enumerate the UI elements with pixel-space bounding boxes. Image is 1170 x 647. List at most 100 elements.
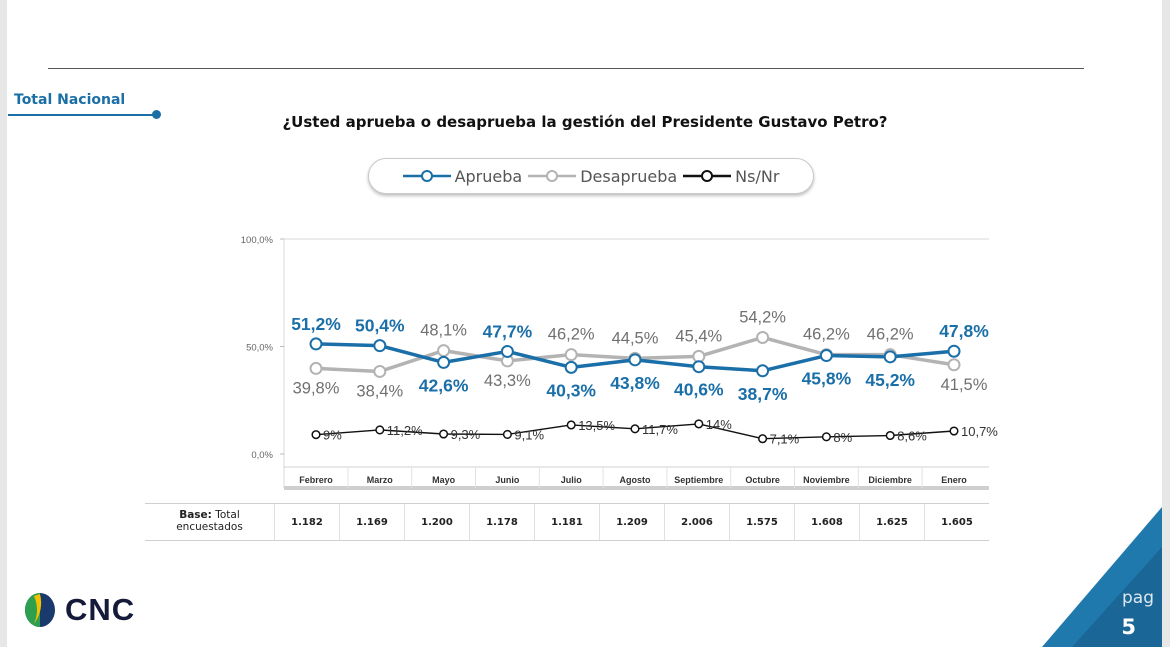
section-label: Total Nacional: [14, 92, 126, 108]
data-label-desaprueba: 45,4%: [675, 327, 722, 345]
x-tick-label: Marzo: [367, 475, 394, 485]
data-point-desaprueba: [564, 348, 578, 362]
x-tick-label: Mayo: [432, 475, 456, 485]
section-underline: [8, 114, 156, 116]
y-tick-label: 0,0%: [251, 450, 273, 461]
x-tick-label: Septiembre: [674, 475, 723, 485]
chart-legend: Aprueba Desaprueba Ns/Nr: [368, 158, 814, 194]
data-point-nsnr: [949, 426, 959, 436]
data-point-desaprueba: [947, 358, 961, 372]
data-label-aprueba: 45,2%: [865, 370, 915, 390]
data-label-nsnr: 13,5%: [578, 418, 615, 433]
data-label-aprueba: 50,4%: [355, 316, 405, 336]
x-axis-band: [284, 486, 989, 490]
line-chart: 100,0% 50,0% 0,0% Febrero Marzo Mayo Junio Juli…: [241, 235, 998, 490]
data-label-aprueba: 47,7%: [483, 321, 533, 341]
data-label-nsnr: 7,1%: [770, 432, 800, 447]
data-point-desaprueba: [437, 344, 451, 358]
data-point-aprueba: [437, 355, 451, 369]
x-tick-label: Diciembre: [868, 475, 912, 485]
y-tick-label: 100,0%: [241, 235, 274, 246]
data-label-nsnr: 9,1%: [514, 427, 544, 442]
data-label-desaprueba: 48,1%: [420, 322, 467, 340]
data-label-desaprueba: 39,8%: [293, 379, 340, 397]
base-values: 1.182 1.169 1.200 1.178 1.181 1.209 2.006 1.575…: [274, 504, 989, 540]
base-value-cell: 1.181: [534, 504, 599, 540]
data-point-nsnr: [694, 419, 704, 429]
data-point-nsnr: [375, 425, 385, 435]
data-point-aprueba: [756, 364, 770, 378]
base-value-cell: 1.605: [924, 504, 989, 540]
base-value-cell: 1.178: [469, 504, 534, 540]
data-label-aprueba: 40,6%: [674, 380, 724, 400]
base-value-cell: 1.575: [729, 504, 794, 540]
data-label-aprueba: 51,2%: [291, 314, 341, 334]
legend-item-desaprueba: Desaprueba: [528, 167, 677, 186]
data-label-desaprueba: 41,5%: [941, 376, 988, 394]
base-value-cell: 1.608: [794, 504, 859, 540]
data-label-aprueba: 38,7%: [738, 384, 788, 404]
data-label-aprueba: 42,6%: [419, 375, 469, 395]
data-label-nsnr: 11,7%: [642, 422, 678, 437]
data-point-nsnr: [439, 429, 449, 439]
base-label-bold: Base:: [179, 509, 212, 521]
data-point-aprueba: [564, 360, 578, 374]
legend-item-nsnr: Ns/Nr: [683, 167, 779, 186]
page-word: pag: [1122, 588, 1154, 608]
page-corner-decoration: [1042, 507, 1162, 647]
data-point-aprueba: [309, 337, 323, 351]
base-value-cell: 1.209: [599, 504, 664, 540]
legend-label-nsnr: Ns/Nr: [735, 166, 780, 186]
cnc-logo-text: CNC: [65, 592, 136, 627]
data-label-nsnr: 14%: [706, 417, 732, 432]
data-point-desaprueba: [309, 361, 323, 375]
legend-item-aprueba: Aprueba: [402, 166, 523, 186]
data-label-aprueba: 45,8%: [802, 369, 852, 389]
base-value-cell: 2.006: [664, 504, 729, 540]
page-number: 5: [1121, 615, 1136, 639]
data-point-aprueba: [883, 350, 897, 364]
legend-label-aprueba: Aprueba: [454, 166, 523, 186]
data-point-nsnr: [502, 429, 512, 439]
data-point-aprueba: [500, 344, 514, 358]
base-value-cell: 1.182: [274, 504, 339, 540]
data-label-desaprueba: 38,4%: [356, 382, 403, 400]
base-value-cell: 1.625: [859, 504, 924, 540]
data-label-nsnr: 8,6%: [897, 429, 927, 444]
x-tick-label: Febrero: [299, 475, 333, 485]
right-border: [1162, 0, 1170, 647]
x-tick-label: Julio: [561, 475, 583, 485]
data-point-aprueba: [628, 353, 642, 367]
legend-marker-nsnr: [683, 170, 732, 182]
data-label-aprueba: 47,8%: [939, 321, 989, 341]
data-label-aprueba: 40,3%: [546, 380, 596, 400]
cnc-logo-icon: [25, 593, 55, 627]
data-point-nsnr: [758, 434, 768, 444]
data-label-nsnr: 9,3%: [451, 427, 481, 442]
data-point-aprueba: [819, 349, 833, 363]
section-dot: [152, 110, 161, 119]
data-label-nsnr: 8%: [833, 430, 852, 445]
x-tick-label: Junio: [495, 475, 520, 485]
data-point-desaprueba: [756, 330, 770, 344]
data-point-nsnr: [311, 430, 321, 440]
legend-marker-aprueba: [402, 170, 451, 182]
header-divider: [48, 68, 1084, 69]
base-label-rest: Total encuestados: [176, 509, 243, 533]
data-label-nsnr: 11,2%: [387, 423, 423, 438]
data-label-desaprueba: 54,2%: [739, 308, 786, 326]
base-table: Base: Total encuestados 1.182 1.169 1.200 1…: [145, 503, 989, 541]
base-header: Base: Total encuestados: [145, 504, 274, 540]
data-label-desaprueba: 44,5%: [612, 329, 659, 347]
chart-title: ¿Usted aprueba o desaprueba la gestión d…: [282, 113, 888, 131]
data-label-desaprueba: 46,2%: [803, 326, 850, 344]
x-tick-label: Enero: [941, 475, 967, 485]
x-tick-label: Noviembre: [803, 475, 850, 485]
data-point-nsnr: [821, 432, 831, 442]
legend-label-desaprueba: Desaprueba: [580, 166, 678, 186]
data-point-desaprueba: [373, 364, 387, 378]
data-point-nsnr: [630, 424, 640, 434]
data-point-aprueba: [947, 344, 961, 358]
legend-marker-desaprueba: [528, 170, 577, 182]
cnc-logo: CNC: [22, 592, 135, 628]
